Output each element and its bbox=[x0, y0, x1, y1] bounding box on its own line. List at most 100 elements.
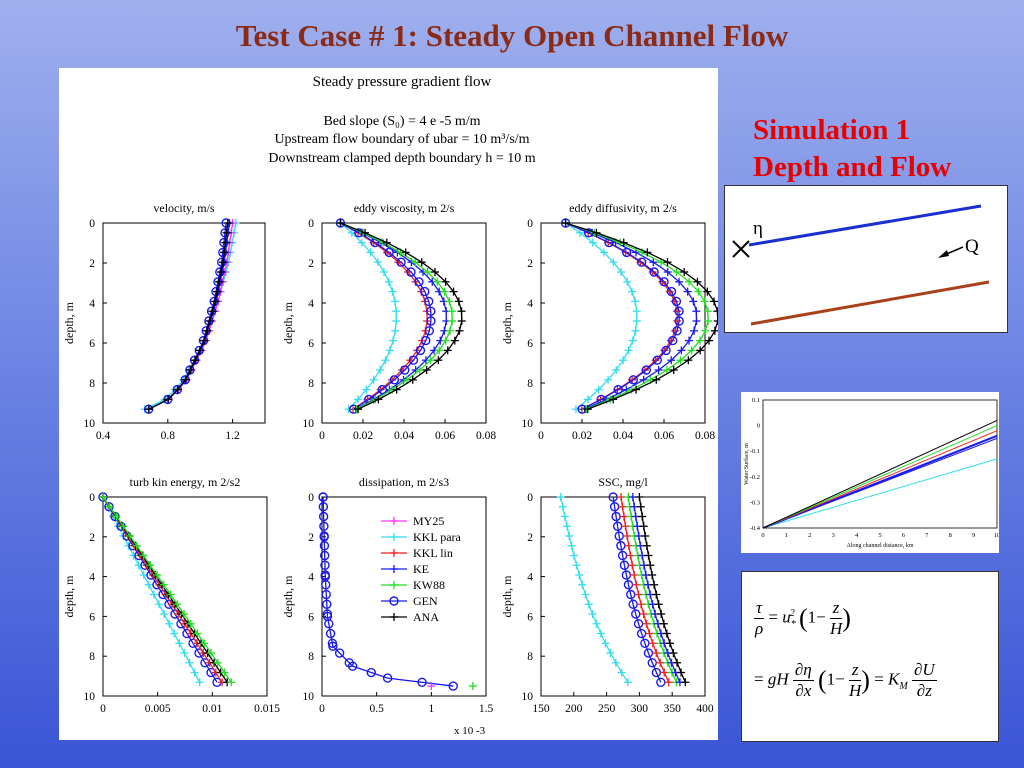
marker-circle bbox=[661, 345, 671, 356]
y-tick-label: 10 bbox=[303, 691, 315, 703]
marker-circle bbox=[672, 326, 682, 336]
q-label: Q bbox=[965, 236, 979, 257]
x-tick-label: 0.015 bbox=[254, 703, 280, 715]
eta-symbol: η bbox=[803, 660, 812, 679]
marker-circle bbox=[637, 257, 647, 267]
y-tick-label: 4 bbox=[527, 572, 533, 584]
y-tick-label: 8 bbox=[308, 378, 314, 390]
ws-x-tick-label: 0 bbox=[761, 532, 764, 539]
y-axis-label: depth, m bbox=[281, 575, 295, 618]
marker-circle bbox=[649, 267, 659, 277]
z-symbol-2: z bbox=[848, 660, 862, 681]
legend: MY25 KKL para KKL lin KE KW88 GEN ANA bbox=[381, 514, 462, 624]
marker-circle bbox=[408, 355, 419, 365]
water-surface-chart: 0 1 2 3 4 5 6 7 8 9 10 0.1 0 -0.1 -0.2 -0.3 -0.4 Along ch… bbox=[741, 392, 1000, 553]
marker-circle bbox=[319, 521, 329, 531]
x-tick-label: 0.01 bbox=[202, 703, 222, 715]
ws-y-tick-label: -0.3 bbox=[750, 499, 760, 506]
figure-line-bed: Bed slope (S₀) = 4 e -5 m/m bbox=[323, 114, 480, 129]
ws-x-tick-label: 9 bbox=[972, 532, 975, 539]
ws-y-tick-label: -0.1 bbox=[750, 448, 760, 455]
series-line-ana bbox=[638, 496, 686, 683]
u-power: 2 bbox=[789, 607, 795, 619]
ws-x-tick-label: 4 bbox=[855, 532, 859, 539]
marker-circle bbox=[320, 560, 330, 570]
series-line-gen bbox=[340, 222, 432, 410]
subplot-2: eddy viscosity, m 2/s 0 0.02 0.04 0.06 0.08 0 2… bbox=[281, 201, 496, 442]
series-line-gen bbox=[322, 496, 454, 687]
marker-circle bbox=[318, 492, 328, 502]
channel-sketch: η Q bbox=[724, 185, 1008, 333]
z-symbol: z bbox=[829, 598, 843, 619]
legend-label: KW88 bbox=[413, 578, 445, 592]
marker-circle bbox=[328, 641, 338, 651]
series-line-kkl-para bbox=[339, 222, 397, 410]
series-line-ana bbox=[340, 222, 463, 410]
ws-series-ana bbox=[762, 420, 998, 529]
ws-series-kkl-lin bbox=[762, 430, 998, 529]
y-tick-label: 0 bbox=[308, 492, 314, 504]
marker-circle bbox=[417, 677, 427, 687]
x-tick-label: 350 bbox=[664, 703, 682, 715]
marker-circle bbox=[448, 681, 458, 691]
x-tick-label: 0.08 bbox=[476, 430, 496, 442]
x-tick-label: 0.02 bbox=[572, 430, 592, 442]
y-tick-label: 10 bbox=[303, 418, 315, 430]
ws-x-tick-label: 1 bbox=[785, 532, 788, 539]
marker-circle bbox=[389, 596, 399, 606]
x-tick-label: 300 bbox=[631, 703, 649, 715]
subplot-3: eddy diffusivity, m 2/s 0 0.02 0.04 0.06 0.08… bbox=[500, 201, 718, 442]
simulation-line-1: Simulation 1 bbox=[753, 114, 911, 146]
x-tick-label: 0 bbox=[319, 430, 325, 442]
marker-circle bbox=[641, 365, 652, 375]
ws-x-tick-label: 7 bbox=[925, 532, 929, 539]
ws-x-tick-label: 5 bbox=[878, 532, 881, 539]
simulation-title: Simulation 1 Depth and Flow bbox=[753, 112, 951, 186]
marker-circle bbox=[426, 306, 436, 316]
legend-label: MY25 bbox=[413, 514, 444, 528]
ws-x-tick-label: 8 bbox=[949, 532, 952, 539]
marker-circle bbox=[667, 335, 678, 346]
channel-bed-line bbox=[750, 280, 990, 326]
ws-x-tick-label: 3 bbox=[832, 532, 835, 539]
marker-circle bbox=[320, 550, 330, 561]
ws-y-tick-label: -0.2 bbox=[750, 474, 760, 481]
x-tick-label: 0.04 bbox=[394, 430, 414, 442]
figure-line-downstream: Downstream clamped depth boundary h = 10… bbox=[268, 151, 535, 166]
x-tick-label: 0.04 bbox=[613, 430, 633, 442]
y-tick-label: 2 bbox=[527, 532, 533, 544]
y-axis-label: depth, m bbox=[281, 301, 295, 344]
marker-circle bbox=[320, 571, 330, 582]
x-tick-label: 0.8 bbox=[161, 430, 176, 442]
x-symbol: x bbox=[803, 681, 812, 700]
y-tick-label: 10 bbox=[522, 418, 534, 430]
x-tick-label: 1.5 bbox=[479, 703, 494, 715]
partial-1: ∂ bbox=[794, 660, 804, 679]
subplot-1: velocity, m/s 0.4 0.8 1.2 0 2 4 6 8 10 depth, m bbox=[62, 201, 266, 442]
marker-circle bbox=[325, 628, 336, 639]
y-tick-label: 2 bbox=[527, 258, 533, 270]
marker-circle bbox=[319, 532, 329, 542]
clamped-boundary-icon bbox=[732, 240, 750, 258]
rho-symbol: ρ bbox=[754, 619, 764, 638]
ws-x-tick-label: 2 bbox=[808, 532, 811, 539]
eta-label: η bbox=[753, 218, 763, 239]
partial-2: ∂ bbox=[795, 681, 804, 700]
x-tick-label: 0.08 bbox=[695, 430, 715, 442]
marker-circle bbox=[652, 355, 662, 365]
x-tick-label: 400 bbox=[696, 703, 714, 715]
y-tick-label: 8 bbox=[89, 651, 95, 663]
subplot-5: dissipation, m 2/s3 0 0.5 1 1.5 0 2 4 6 8 10 depth,… bbox=[281, 475, 493, 737]
subplot-6: SSC, mg/l 150 200 250 300 350 400 0 2 4 6 8 10 depth,… bbox=[500, 475, 714, 715]
y-tick-label: 4 bbox=[89, 572, 95, 584]
series-line-ke bbox=[340, 222, 448, 410]
ws-y-label: Water Surface, m bbox=[743, 443, 750, 485]
partial-4: ∂ bbox=[916, 681, 926, 700]
equation-box: τ ρ = u*2 (1− z H ) = gH ∂η ∂x (1− z H )… bbox=[741, 571, 999, 742]
subplot-title: SSC, mg/l bbox=[598, 475, 648, 489]
marker-circle bbox=[666, 286, 677, 297]
y-tick-label: 4 bbox=[527, 298, 533, 310]
figure-panel: Steady pressure gradient flow Bed slope … bbox=[59, 68, 718, 740]
x-tick-label: 1 bbox=[428, 703, 434, 715]
h-symbol-2: H bbox=[776, 669, 789, 689]
